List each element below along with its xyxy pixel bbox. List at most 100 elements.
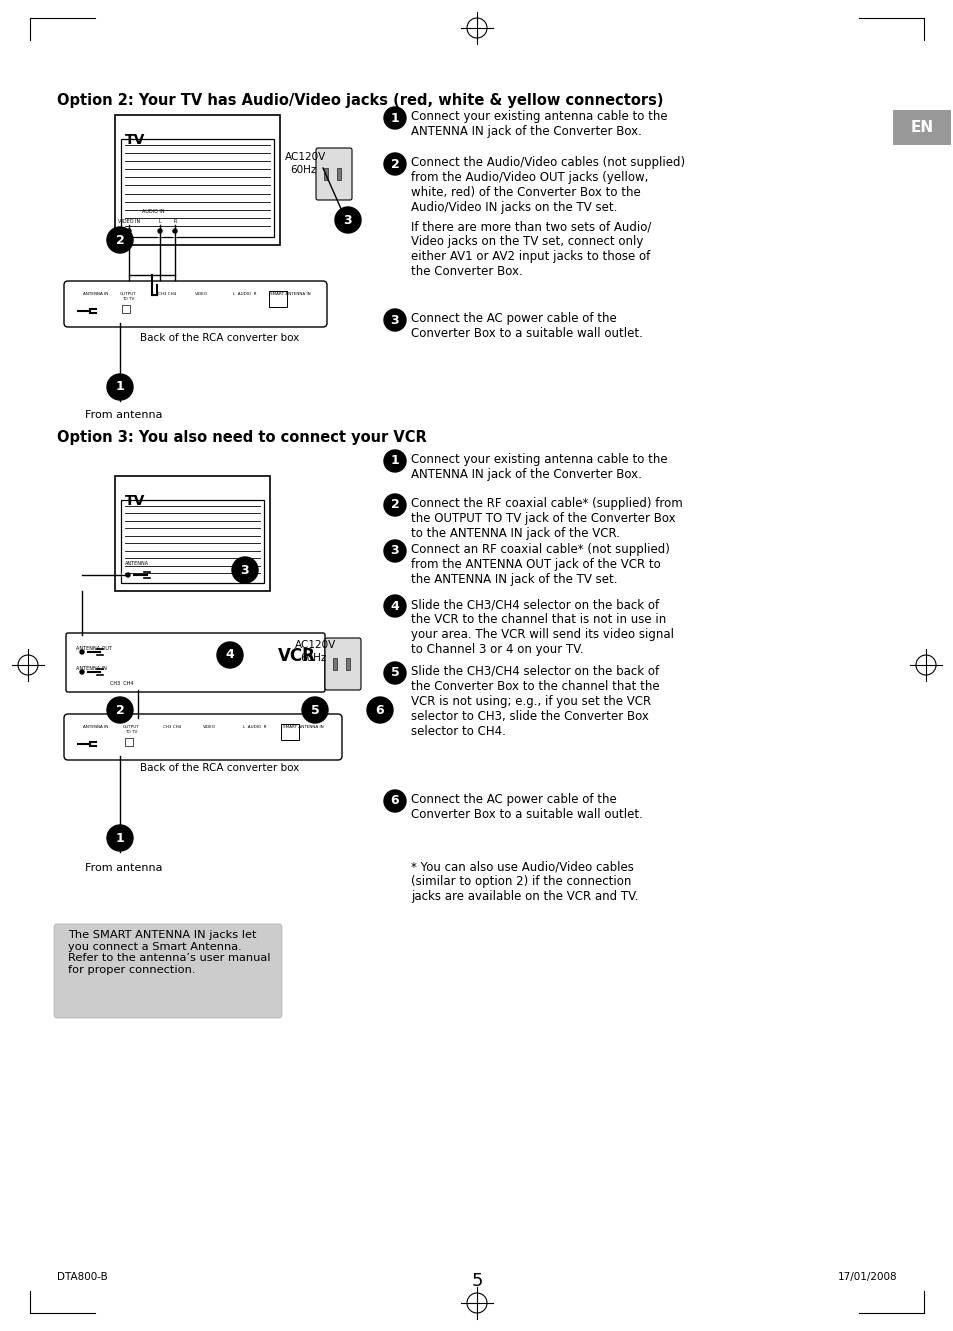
Text: AC120V: AC120V bbox=[294, 640, 335, 650]
Text: 2: 2 bbox=[390, 157, 399, 170]
Circle shape bbox=[123, 225, 135, 237]
Text: CH3 CH4: CH3 CH4 bbox=[163, 725, 181, 729]
Circle shape bbox=[153, 225, 166, 237]
Text: AUDIO IN: AUDIO IN bbox=[142, 209, 164, 214]
Text: 5: 5 bbox=[311, 704, 319, 716]
Text: VIDEO IN: VIDEO IN bbox=[118, 220, 140, 224]
Text: 1: 1 bbox=[390, 112, 399, 125]
Text: CH3 CH4: CH3 CH4 bbox=[158, 291, 176, 295]
Text: 3: 3 bbox=[391, 544, 399, 558]
Text: 2: 2 bbox=[115, 233, 124, 246]
Circle shape bbox=[384, 494, 406, 516]
Circle shape bbox=[76, 666, 88, 677]
Text: L: L bbox=[158, 220, 161, 224]
Text: ANTENNA: ANTENNA bbox=[125, 560, 149, 566]
FancyBboxPatch shape bbox=[64, 281, 327, 327]
Text: * You can also use Audio/Video cables
(similar to option 2) if the connection
ja: * You can also use Audio/Video cables (s… bbox=[411, 860, 638, 902]
Text: Option 3: You also need to connect your VCR: Option 3: You also need to connect your … bbox=[57, 430, 426, 445]
Bar bbox=[115, 114, 280, 245]
Text: ANTENNA IN: ANTENNA IN bbox=[83, 725, 108, 729]
Circle shape bbox=[127, 229, 131, 233]
Bar bbox=[324, 168, 328, 180]
Circle shape bbox=[107, 374, 132, 401]
Text: Connect the RF coaxial cable* (supplied) from
the OUTPUT TO TV jack of the Conve: Connect the RF coaxial cable* (supplied)… bbox=[411, 496, 682, 540]
Text: Slide the CH3/CH4 selector on the back of
the Converter Box to the channel that : Slide the CH3/CH4 selector on the back o… bbox=[411, 666, 659, 737]
Circle shape bbox=[165, 306, 174, 315]
Circle shape bbox=[169, 225, 181, 237]
FancyBboxPatch shape bbox=[66, 634, 325, 692]
Circle shape bbox=[90, 739, 100, 749]
Circle shape bbox=[384, 540, 406, 562]
FancyBboxPatch shape bbox=[325, 638, 360, 689]
Text: AC120V: AC120V bbox=[285, 152, 326, 162]
Circle shape bbox=[302, 697, 328, 723]
Text: R: R bbox=[173, 220, 176, 224]
Circle shape bbox=[198, 306, 208, 315]
Circle shape bbox=[384, 595, 406, 618]
Text: 5: 5 bbox=[471, 1272, 482, 1290]
Text: 60Hz: 60Hz bbox=[290, 165, 316, 174]
Text: VCR: VCR bbox=[277, 647, 315, 666]
Text: 6: 6 bbox=[391, 795, 399, 808]
Circle shape bbox=[133, 739, 143, 749]
Text: ANTENNA IN: ANTENNA IN bbox=[83, 291, 108, 295]
Circle shape bbox=[384, 153, 406, 174]
Circle shape bbox=[216, 642, 243, 668]
Bar bbox=[281, 724, 299, 740]
Text: OUTPUT
TO TV: OUTPUT TO TV bbox=[123, 725, 139, 733]
Text: Back of the RCA converter box: Back of the RCA converter box bbox=[140, 763, 299, 773]
Text: 5: 5 bbox=[390, 667, 399, 680]
Text: 17/01/2008: 17/01/2008 bbox=[837, 1272, 896, 1282]
Circle shape bbox=[259, 306, 269, 315]
Text: Connect an RF coaxial cable* (not supplied)
from the ANTENNA OUT jack of the VCR: Connect an RF coaxial cable* (not suppli… bbox=[411, 543, 669, 586]
FancyBboxPatch shape bbox=[315, 148, 352, 200]
Text: ANTENNA IN: ANTENNA IN bbox=[76, 666, 107, 671]
Text: VIDEO: VIDEO bbox=[203, 725, 215, 729]
Text: L  AUDIO  R: L AUDIO R bbox=[233, 291, 256, 295]
Text: ANTENNA OUT: ANTENNA OUT bbox=[76, 646, 112, 651]
Text: 3: 3 bbox=[343, 213, 352, 226]
Circle shape bbox=[384, 662, 406, 684]
Circle shape bbox=[384, 309, 406, 331]
Circle shape bbox=[229, 306, 238, 315]
Circle shape bbox=[271, 739, 280, 749]
Circle shape bbox=[238, 739, 248, 749]
Text: Connect your existing antenna cable to the
ANTENNA IN jack of the Converter Box.: Connect your existing antenna cable to t… bbox=[411, 110, 667, 138]
FancyBboxPatch shape bbox=[54, 924, 282, 1018]
Text: 1: 1 bbox=[115, 832, 124, 844]
Circle shape bbox=[107, 228, 132, 253]
Circle shape bbox=[172, 229, 177, 233]
Text: VIDEO: VIDEO bbox=[194, 291, 208, 295]
Text: OUTPUT
TO TV: OUTPUT TO TV bbox=[120, 291, 136, 301]
Bar bbox=[121, 138, 274, 237]
Circle shape bbox=[89, 306, 98, 315]
Text: 4: 4 bbox=[390, 599, 399, 612]
Circle shape bbox=[158, 229, 162, 233]
Bar bbox=[121, 500, 264, 583]
Text: 2: 2 bbox=[115, 704, 124, 716]
Bar bbox=[121, 305, 130, 313]
Text: L  AUDIO  R: L AUDIO R bbox=[243, 725, 266, 729]
Text: 60Hz: 60Hz bbox=[299, 654, 326, 663]
Bar bbox=[125, 737, 132, 745]
Text: EN: EN bbox=[909, 120, 933, 134]
Text: TV: TV bbox=[125, 494, 145, 508]
Circle shape bbox=[76, 646, 88, 658]
Text: DTA800-B: DTA800-B bbox=[57, 1272, 108, 1282]
Text: Back of the RCA converter box: Back of the RCA converter box bbox=[140, 333, 299, 343]
Text: From antenna: From antenna bbox=[85, 862, 162, 873]
Text: Connect the AC power cable of the
Converter Box to a suitable wall outlet.: Connect the AC power cable of the Conver… bbox=[411, 311, 642, 339]
Text: SMART ANTENNA IN: SMART ANTENNA IN bbox=[283, 725, 323, 729]
Text: The SMART ANTENNA IN jacks let
you connect a Smart Antenna.
Refer to the antenna: The SMART ANTENNA IN jacks let you conne… bbox=[68, 930, 271, 974]
Text: Option 2: Your TV has Audio/Video jacks (red, white & yellow connectors): Option 2: Your TV has Audio/Video jacks … bbox=[57, 93, 662, 108]
Circle shape bbox=[130, 306, 139, 315]
Text: 3: 3 bbox=[391, 314, 399, 326]
Circle shape bbox=[126, 574, 130, 578]
Circle shape bbox=[107, 697, 132, 723]
Text: 6: 6 bbox=[375, 704, 384, 716]
Circle shape bbox=[107, 825, 132, 851]
Text: TV: TV bbox=[125, 133, 145, 146]
FancyBboxPatch shape bbox=[64, 713, 341, 760]
Bar bbox=[269, 291, 287, 307]
Text: SMART ANTENNA IN: SMART ANTENNA IN bbox=[270, 291, 311, 295]
